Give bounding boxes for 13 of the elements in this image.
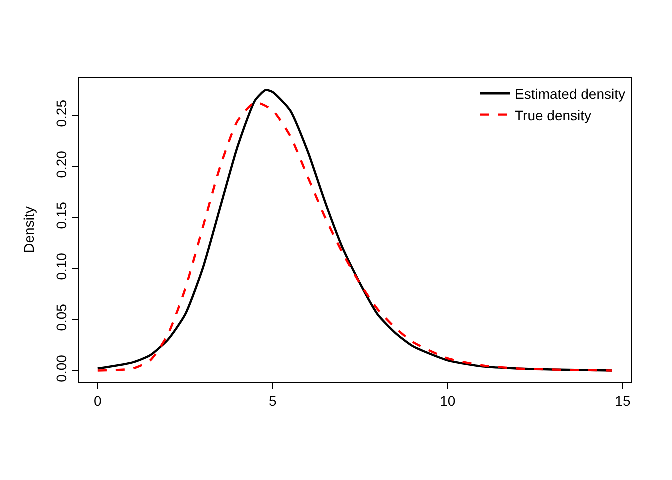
x-tick-label: 0 (94, 392, 102, 409)
y-tick-label: 0.05 (53, 304, 70, 332)
y-tick-label: 0.15 (53, 202, 70, 230)
x-tick-label: 15 (615, 392, 631, 409)
x-tick-label: 5 (269, 392, 278, 409)
y-tick-label: 0.20 (53, 150, 70, 178)
y-tick-label: 0.25 (53, 100, 70, 128)
legend-label: True density (515, 107, 592, 124)
y-tick-label: 0.10 (53, 252, 70, 280)
y-axis-title: Density (21, 206, 37, 254)
x-tick-label: 10 (440, 392, 456, 409)
y-tick-label: 0.00 (53, 354, 70, 382)
legend-label: Estimated density (515, 86, 626, 102)
